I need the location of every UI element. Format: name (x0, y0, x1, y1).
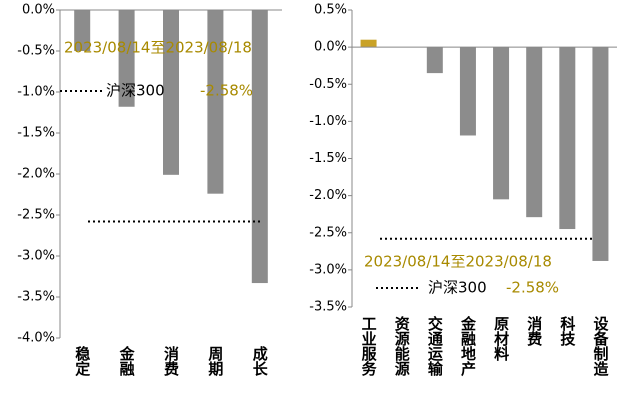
x-tick-label: 成长 (251, 345, 269, 377)
bar (426, 47, 443, 74)
bar (493, 47, 510, 200)
annotation: 2023/08/14至2023/08/18 (64, 39, 252, 57)
y-tick-label: -2.5% (309, 225, 347, 240)
legend-label: 沪深300 (106, 82, 165, 100)
bar (559, 47, 576, 230)
x-tick-label: 消费 (162, 345, 180, 377)
x-tick-label: 稳定 (73, 345, 91, 377)
x-tick-label: 原材料 (492, 316, 510, 362)
bar (207, 10, 224, 194)
reference-value-label: -2.58% (200, 82, 253, 100)
x-tick-label: 工业服务 (360, 316, 378, 377)
y-tick-label: -3.0% (309, 262, 347, 277)
y-tick-label: -1.5% (309, 151, 347, 166)
y-tick-label: -2.0% (17, 167, 55, 182)
x-tick-label: 资源能源 (393, 315, 411, 377)
y-tick-label: -3.0% (17, 249, 55, 264)
x-tick-label: 金融地产 (459, 315, 477, 377)
y-tick-label: -4.0% (17, 331, 55, 346)
x-tick-label: 周期 (206, 346, 224, 377)
y-tick-label: -1.5% (17, 126, 55, 141)
y-tick-label: -3.5% (17, 290, 55, 305)
bar (526, 47, 543, 218)
bar (459, 47, 476, 136)
x-tick-label: 消费 (525, 315, 543, 347)
bar (163, 10, 179, 175)
x-tick-label: 交通运输 (426, 315, 444, 377)
y-tick-label: -2.5% (17, 208, 55, 223)
y-tick-label: 0.5% (314, 3, 347, 18)
x-tick-label: 金融 (118, 345, 136, 377)
y-tick-label: -0.5% (309, 77, 347, 92)
annotation: 2023/08/14至2023/08/18 (364, 253, 552, 271)
bar (592, 47, 609, 261)
y-tick-label: 0.0% (314, 40, 347, 55)
x-tick-label: 科技 (558, 315, 576, 347)
bar (74, 10, 91, 51)
x-tick-label: 设备制造 (591, 316, 609, 377)
y-tick-label: 0.0% (22, 3, 55, 18)
bar (251, 10, 268, 284)
y-tick-label: -2.0% (309, 188, 347, 203)
reference-value-label: -2.58% (506, 279, 559, 297)
bar (360, 39, 377, 48)
y-tick-label: -1.0% (309, 114, 347, 129)
bar (118, 10, 135, 107)
y-tick-label: -0.5% (17, 44, 55, 59)
y-tick-label: -1.0% (17, 85, 55, 100)
legend-label: 沪深300 (428, 279, 487, 297)
y-tick-label: -3.5% (309, 300, 347, 315)
